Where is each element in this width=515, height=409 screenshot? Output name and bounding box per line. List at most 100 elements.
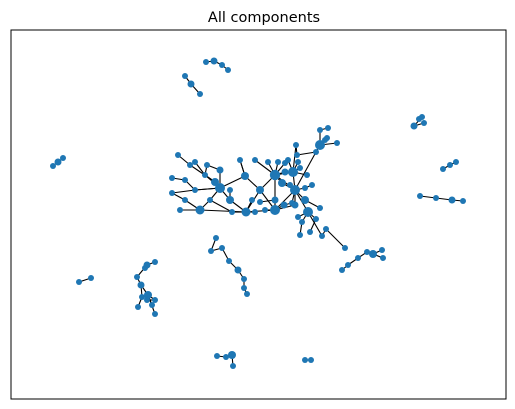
graph-node [60, 155, 66, 161]
graph-node [307, 229, 313, 235]
graph-node [302, 185, 308, 191]
graph-node [197, 91, 203, 97]
graph-node [226, 196, 234, 204]
graph-node [234, 266, 242, 274]
graph-edge [171, 189, 196, 194]
graph-node [223, 354, 229, 360]
graph-node [324, 135, 330, 141]
graph-node [364, 249, 370, 255]
graph-node [144, 297, 150, 303]
graph-node [144, 291, 152, 299]
graph-node [301, 196, 309, 204]
graph-node [182, 197, 188, 203]
graph-node [313, 149, 319, 155]
graph-node [230, 363, 236, 369]
graph-node [137, 281, 145, 289]
graph-node [295, 214, 301, 220]
graph-node [447, 162, 453, 168]
graph-node [303, 207, 313, 217]
graph-edge [294, 151, 317, 191]
graph-node [345, 262, 351, 268]
graph-node [369, 250, 377, 258]
graph-node [325, 125, 331, 131]
graph-node [299, 219, 305, 225]
graph-node [241, 285, 247, 291]
graph-node [440, 166, 446, 172]
graph-node [271, 196, 279, 204]
graph-node [265, 159, 271, 165]
graph-node [304, 172, 310, 178]
graph-node [421, 120, 427, 126]
graph-node [379, 247, 385, 253]
graph-node [202, 172, 208, 178]
graph-node [50, 163, 56, 169]
graph-node [76, 279, 82, 285]
graph-node [204, 162, 210, 168]
graph-node [149, 302, 155, 308]
graph-node [175, 152, 181, 158]
graph-node [269, 169, 281, 181]
graph-node [216, 166, 224, 174]
graph-node [88, 275, 94, 281]
graph-node [182, 177, 188, 183]
graph-node [460, 198, 466, 204]
graph-node [339, 267, 345, 273]
graph-node [210, 57, 218, 65]
graph-node [334, 140, 340, 146]
graph-node [143, 261, 151, 269]
graph-node [219, 62, 225, 68]
graph-node [187, 162, 193, 168]
graph-node [139, 294, 145, 300]
graph-node [215, 183, 225, 193]
graph-edge [209, 199, 233, 213]
graph-edge [296, 151, 317, 156]
graph-node [192, 159, 198, 165]
graph-node [453, 159, 459, 165]
graph-node [177, 207, 183, 213]
graph-node [135, 304, 141, 310]
graph-node [213, 235, 219, 241]
graph-node [278, 179, 286, 187]
graph-node [417, 193, 423, 199]
graph-node [252, 209, 258, 215]
graph-node [290, 185, 300, 195]
graph-node [293, 142, 299, 148]
graph-node [152, 297, 158, 303]
plot-frame [10, 29, 507, 400]
graph-node [275, 159, 281, 165]
graph-node [297, 232, 303, 238]
graph-node [319, 233, 325, 239]
graph-node [54, 158, 62, 166]
graph-node [281, 168, 289, 176]
graph-node [315, 140, 325, 150]
graph-node [308, 357, 314, 363]
graph-node [203, 59, 209, 65]
graph-node [237, 157, 243, 163]
graph-node [342, 245, 348, 251]
graph-node [309, 182, 315, 188]
graph-node [187, 80, 195, 88]
graph-node [214, 353, 220, 359]
graph-node [419, 114, 425, 120]
graph-node [207, 197, 213, 203]
graph-node [317, 127, 323, 133]
graph-node [287, 182, 293, 188]
graph-node [228, 351, 236, 359]
graph-node [152, 259, 158, 265]
graph-node [227, 187, 233, 193]
graph-node [257, 199, 263, 205]
graph-node [208, 248, 214, 254]
graph-node [241, 207, 251, 217]
graph-node [192, 187, 198, 193]
graph-node [285, 157, 291, 163]
graph-node [252, 157, 258, 163]
graph-node [355, 255, 361, 261]
graph-node [289, 200, 295, 206]
graph-node [229, 209, 235, 215]
graph-node [295, 159, 301, 165]
plot-title: All components [208, 10, 320, 26]
graph-node [433, 195, 439, 201]
graph-node [270, 205, 280, 215]
graph-node [195, 205, 205, 215]
